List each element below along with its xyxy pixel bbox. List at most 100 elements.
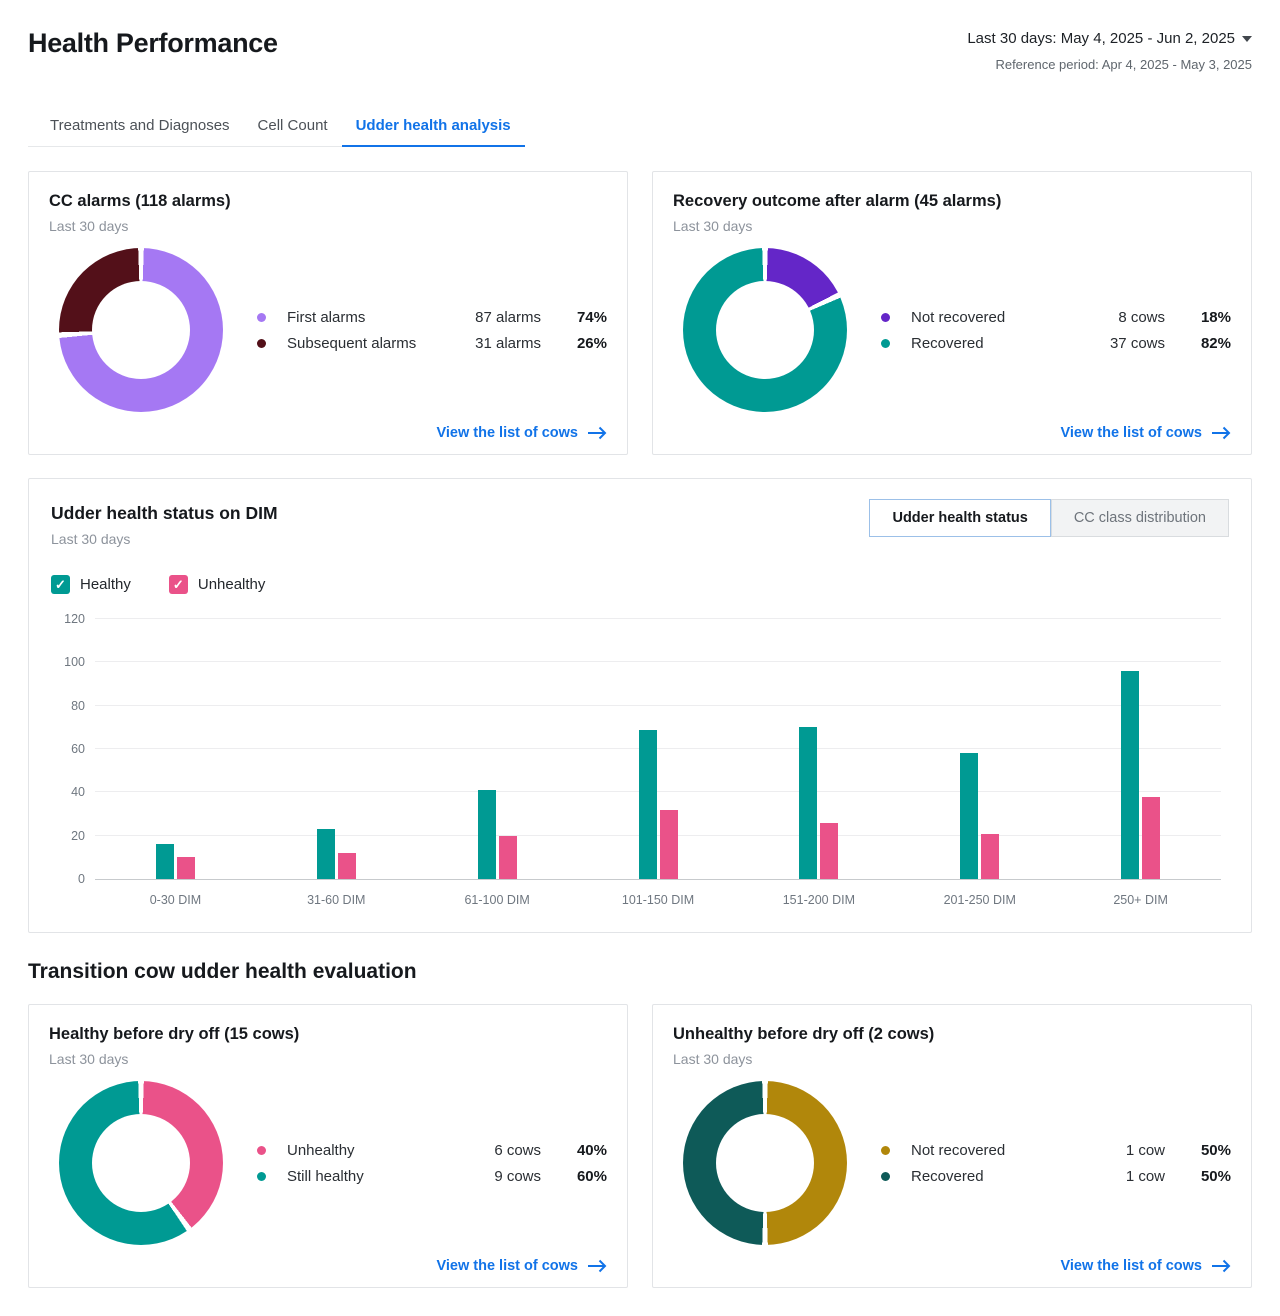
legend-row: Not recovered 1 cow 50%	[877, 1137, 1231, 1163]
plot-area	[95, 618, 1221, 880]
card-cc-alarms: CC alarms (118 alarms) Last 30 days Firs…	[28, 171, 628, 455]
legend-label: First alarms	[287, 308, 366, 326]
bar-healthy-3	[477, 790, 496, 879]
bar-group-101-150-dim	[578, 620, 739, 879]
donut-hole	[92, 1114, 190, 1212]
legend-percent: 82%	[1200, 334, 1231, 352]
legend-value: 8 cows	[1118, 308, 1165, 326]
legend-dot	[881, 338, 890, 348]
legend-value: 1 cow	[1125, 1141, 1165, 1159]
card-title: Recovery outcome after alarm (45 alarms)	[673, 192, 1002, 210]
unhealthy-dryoff-legend: Not recovered 1 cow 50% Recovered 1 cow …	[877, 1137, 1231, 1189]
bar-unhealthy-4	[659, 809, 678, 879]
legend-dot	[257, 338, 266, 348]
x-axis-label: 201-250 DIM	[943, 893, 1016, 907]
recovery-legend: Not recovered 8 cows 18% Recovered 37 co…	[877, 304, 1231, 356]
bar-group-0-30-dim	[95, 620, 256, 879]
view-link-label: View the list of cows	[1060, 1258, 1202, 1274]
top-cards-row: CC alarms (118 alarms) Last 30 days Firs…	[28, 171, 1252, 455]
series-legend: ✓ Healthy ✓ Unhealthy	[51, 575, 1229, 594]
arrow-right-icon	[588, 1259, 607, 1273]
gridline	[95, 661, 1221, 663]
cc-alarms-legend: First alarms 87 alarms 74% Subsequent al…	[253, 304, 607, 356]
donut-hole	[716, 281, 814, 379]
bar-group-61-100-dim	[417, 620, 578, 879]
gridline	[95, 618, 1221, 619]
card-title: Udder health status on DIM	[51, 503, 278, 523]
legend-label: Recovered	[911, 334, 984, 352]
legend-percent: 18%	[1200, 308, 1231, 326]
x-axis-label: 151-200 DIM	[782, 893, 855, 907]
udder-health-bar-chart: 0-30 DIM 31-60 DIM 61-100 DIM 101-150 DIM 15…	[51, 612, 1229, 916]
date-range-selector[interactable]: Last 30 days: May 4, 2025 - Jun 2, 2025	[967, 30, 1252, 47]
legend-percent: 26%	[576, 334, 607, 352]
reference-period-label: Reference period: Apr 4, 2025 - May 3, 2…	[995, 57, 1252, 72]
x-axis-label: 61-100 DIM	[464, 893, 530, 907]
y-axis-tick-label: 0	[78, 872, 85, 886]
y-axis-tick-label: 100	[64, 655, 85, 670]
card-udder-health-dim: Udder health status on DIM Last 30 days …	[28, 478, 1252, 933]
bottom-cards-row: Healthy before dry off (15 cows) Last 30…	[28, 1004, 1252, 1288]
y-axis-tick-label: 20	[71, 828, 85, 843]
legend-row: Unhealthy 6 cows 40%	[253, 1137, 607, 1163]
bar-healthy-5	[799, 727, 818, 879]
legend-row: Subsequent alarms 31 alarms 26%	[253, 330, 607, 356]
y-axis-tick-label: 80	[71, 698, 85, 713]
card-title: Unhealthy before dry off (2 cows)	[673, 1025, 935, 1043]
view-list-of-cows-link[interactable]: View the list of cows	[436, 425, 607, 441]
tab-cell-count[interactable]: Cell Count	[257, 117, 328, 134]
tab-treatments-and-diagnoses[interactable]: Treatments and Diagnoses	[50, 117, 230, 134]
view-list-of-cows-link[interactable]: View the list of cows	[436, 1258, 607, 1274]
view-link-label: View the list of cows	[436, 1258, 578, 1274]
bar-unhealthy-5	[820, 822, 839, 879]
unhealthy-checkbox[interactable]: ✓	[168, 575, 188, 594]
healthy-dryoff-legend: Unhealthy 6 cows 40% Still healthy 9 cow…	[253, 1137, 607, 1189]
gridline	[95, 834, 1221, 836]
section-heading: Transition cow udder health evaluation	[28, 960, 417, 983]
arrow-right-icon	[588, 426, 607, 440]
page-title: Health Performance	[28, 28, 278, 58]
arrow-right-icon	[1212, 426, 1231, 440]
x-axis-label: 250+ DIM	[1113, 893, 1168, 907]
toggle-cc-class-distribution[interactable]: CC class distribution	[1050, 499, 1229, 537]
legend-value: 31 alarms	[475, 334, 541, 352]
legend-label: Unhealthy	[287, 1141, 355, 1159]
legend-row: Not recovered 8 cows 18%	[877, 304, 1231, 330]
healthy-checkbox[interactable]: ✓	[51, 575, 70, 594]
gridline	[95, 704, 1221, 706]
bar-healthy-6	[960, 753, 979, 879]
unhealthy-dryoff-donut-chart	[683, 1081, 847, 1245]
bar-group-31-60-dim	[256, 620, 417, 879]
donut-hole	[716, 1114, 814, 1212]
legend-dot	[881, 312, 890, 322]
card-subtitle: Last 30 days	[673, 1051, 753, 1067]
page-header: Health Performance Last 30 days: May 4, …	[28, 28, 1252, 76]
legend-label: Still healthy	[287, 1167, 364, 1185]
x-axis-label: 31-60 DIM	[307, 893, 366, 907]
legend-percent: 74%	[576, 308, 607, 326]
view-list-of-cows-link[interactable]: View the list of cows	[1060, 425, 1231, 441]
tab-udder-health-analysis[interactable]: Udder health analysis	[341, 106, 525, 147]
tab-bar: Treatments and Diagnoses Cell Count Udde…	[28, 106, 525, 147]
y-axis-tick-label: 120	[64, 612, 85, 626]
legend-row: Still healthy 9 cows 60%	[253, 1163, 607, 1189]
legend-value: 9 cows	[494, 1167, 541, 1185]
toggle-udder-health-status[interactable]: Udder health status	[869, 499, 1051, 537]
legend-value: 87 alarms	[475, 308, 541, 326]
legend-dot	[257, 1145, 266, 1155]
view-link-label: View the list of cows	[436, 425, 578, 441]
legend-label: Not recovered	[911, 1141, 1006, 1159]
bar-unhealthy-3	[498, 835, 517, 879]
legend-label: Not recovered	[911, 308, 1006, 326]
view-list-of-cows-link[interactable]: View the list of cows	[1060, 1258, 1231, 1274]
gridline	[95, 791, 1221, 793]
legend-item-unhealthy: ✓ Unhealthy	[168, 575, 266, 594]
bar-unhealthy-6	[981, 833, 1000, 879]
x-axis-labels: 0-30 DIM 31-60 DIM 61-100 DIM 101-150 DIM 15…	[95, 893, 1221, 907]
card-healthy-before-dryoff: Healthy before dry off (15 cows) Last 30…	[28, 1004, 628, 1288]
legend-label: Unhealthy	[197, 576, 266, 593]
card-subtitle: Last 30 days	[673, 218, 753, 234]
view-link-label: View the list of cows	[1060, 425, 1202, 441]
date-range-label: Last 30 days: May 4, 2025 - Jun 2, 2025	[967, 30, 1235, 47]
